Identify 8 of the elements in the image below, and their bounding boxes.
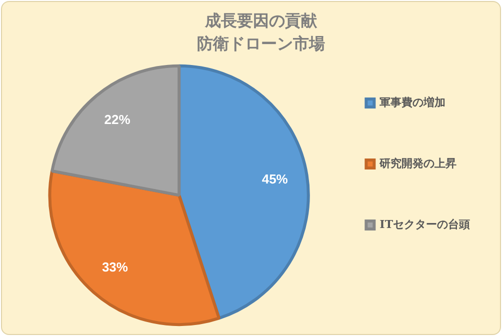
legend-label: 軍事費の増加 <box>380 96 446 109</box>
data-label: 33% <box>102 260 128 275</box>
legend-label: ITセクターの台頭 <box>380 218 470 231</box>
chart-title: 成長要因の貢献 <box>204 10 318 30</box>
legend-label: 研究開発の上昇 <box>378 156 457 170</box>
chart-subtitle: 防衛ドローン市場 <box>197 34 325 53</box>
data-label: 22% <box>104 112 131 128</box>
data-label: 45% <box>262 172 288 187</box>
